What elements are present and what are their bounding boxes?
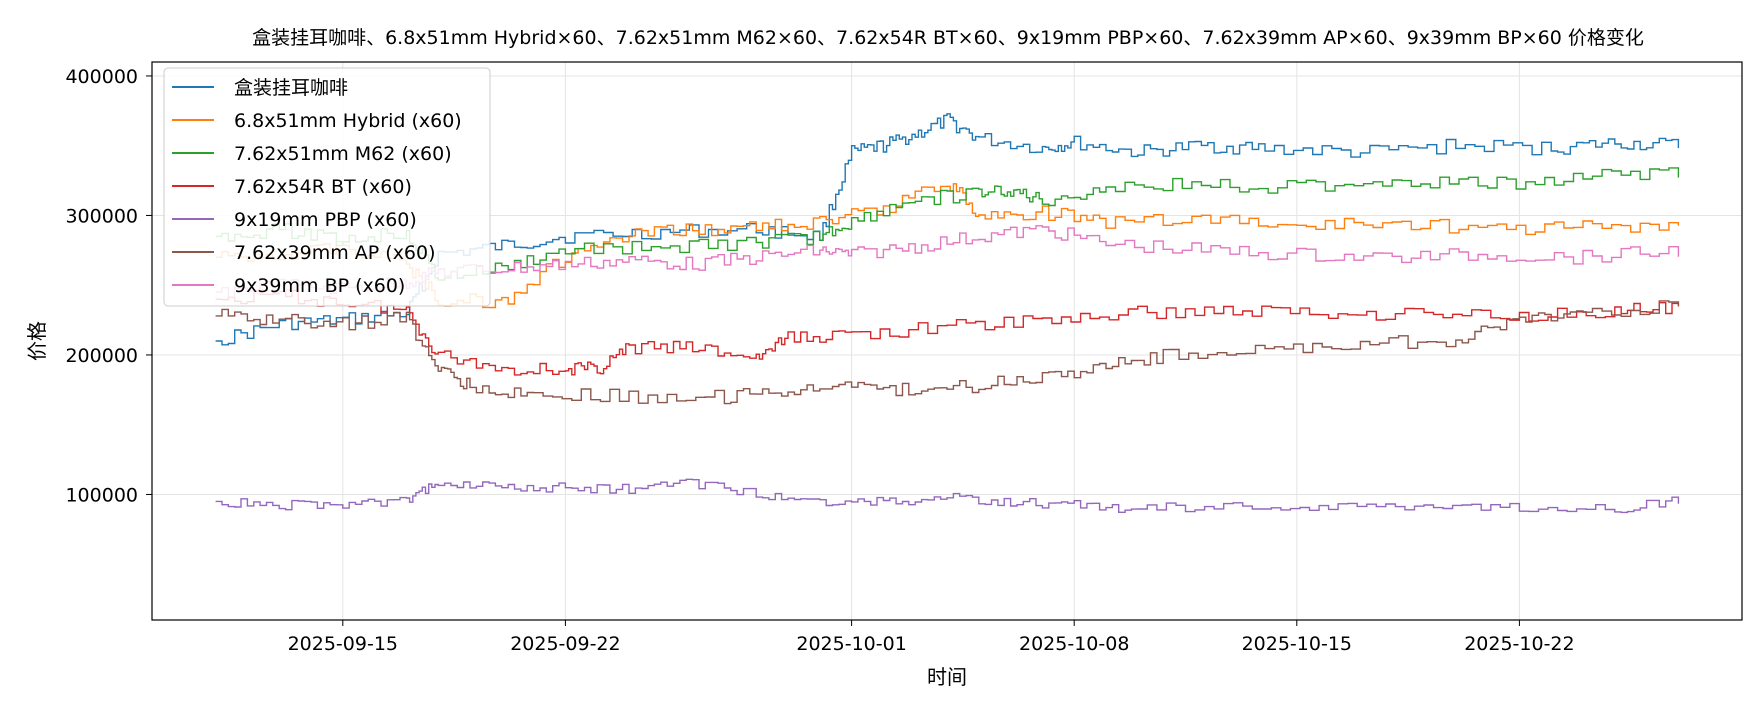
y-axis: 100000 200000 300000 400000 (65, 66, 152, 506)
plot-frame (151, 61, 1743, 621)
series-line-3 (215, 289, 1680, 376)
x-tick-label-5: 2025-10-22 (1464, 633, 1574, 655)
y-tick-label-2: 300000 (65, 205, 138, 227)
x-tick-label-1: 2025-09-22 (510, 633, 620, 655)
x-tick-label-0: 2025-09-15 (288, 633, 398, 655)
x-tick-label-2: 2025-10-01 (796, 633, 906, 655)
legend-label-1: 6.8x51mm Hybrid (x60) (234, 110, 462, 132)
legend-label-6: 9x39mm BP (x60) (234, 275, 405, 297)
legend-label-4: 9x19mm PBP (x60) (234, 209, 417, 231)
legend-box (163, 67, 491, 307)
y-tick-label-0: 100000 (65, 484, 138, 506)
y-axis-label: 价格 (25, 321, 49, 361)
y-tick-label-1: 200000 (65, 345, 138, 367)
legend-label-3: 7.62x54R BT (x60) (234, 176, 412, 198)
series-line-5 (215, 300, 1680, 405)
y-tick-label-3: 400000 (65, 66, 138, 88)
legend: 盒装挂耳咖啡 6.8x51mm Hybrid (x60) 7.62x51mm M62… (163, 67, 491, 307)
series-line-4 (215, 478, 1680, 514)
x-axis-label: 时间 (927, 665, 967, 689)
x-tick-label-4: 2025-10-15 (1242, 633, 1352, 655)
x-tick-label-3: 2025-10-08 (1019, 633, 1129, 655)
x-axis: 2025-09-15 2025-09-22 2025-10-01 2025-10-08… (288, 620, 1575, 655)
legend-label-2: 7.62x51mm M62 (x60) (234, 143, 452, 165)
chart-title: 盒装挂耳咖啡、6.8x51mm Hybrid×60、7.62x51mm M62×… (252, 27, 1644, 49)
legend-label-0: 盒装挂耳咖啡 (234, 77, 348, 99)
legend-label-5: 7.62x39mm AP (x60) (234, 242, 436, 264)
